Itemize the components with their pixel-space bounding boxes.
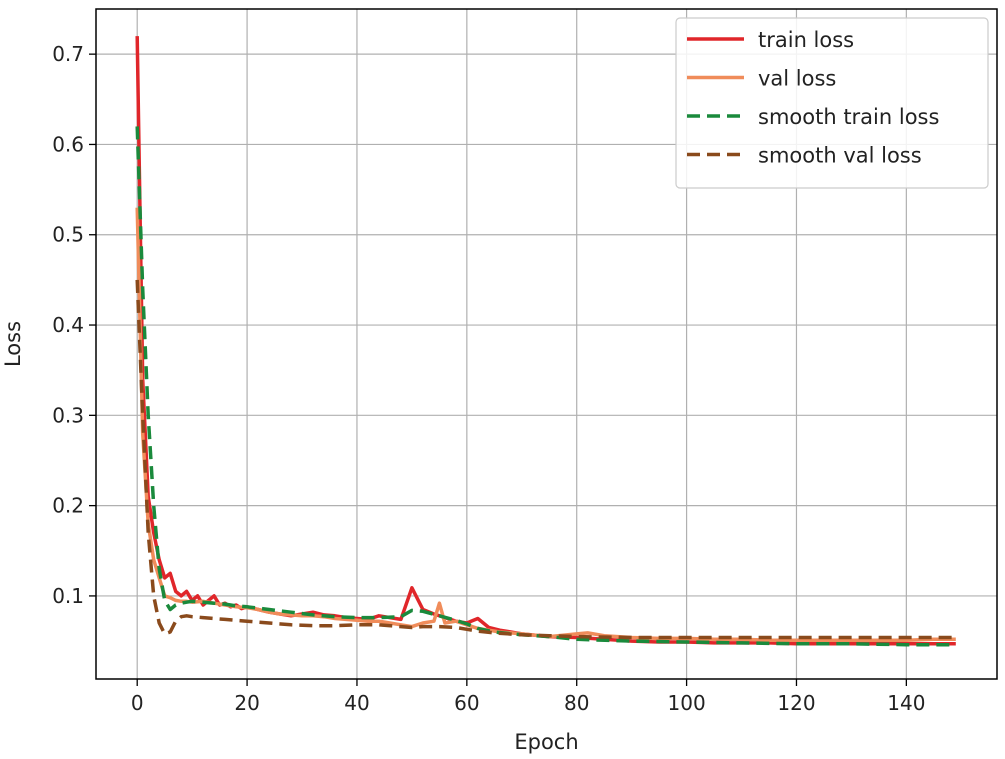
plot-frame: [95, 8, 998, 680]
x-tick-label: 60: [454, 691, 479, 715]
y-tick-label: 0.7: [52, 42, 84, 66]
x-tick-label: 120: [777, 691, 815, 715]
legend: train loss val loss smooth train loss smoot…: [675, 17, 989, 189]
x-axis-ticks: 0 20 40 60 80 100 120 140: [131, 679, 925, 715]
series-lines: [135, 36, 956, 647]
series-line-smooth-train-loss: [135, 126, 956, 647]
legend-box: [675, 17, 989, 189]
y-tick-label: 0.1: [52, 584, 84, 608]
x-tick-label: 100: [668, 691, 706, 715]
legend-label: train loss: [758, 28, 854, 52]
series-line-smooth-val-loss: [135, 279, 956, 640]
y-axis-ticks: 0.1 0.2 0.3 0.4 0.5 0.6 0.7: [52, 42, 96, 608]
x-tick-label: 140: [887, 691, 925, 715]
legend-label: val loss: [758, 67, 836, 91]
y-tick-label: 0.3: [52, 403, 84, 427]
x-tick-label: 80: [564, 691, 589, 715]
x-tick-label: 20: [234, 691, 259, 715]
x-tick-label: 40: [344, 691, 369, 715]
legend-label: smooth train loss: [758, 105, 939, 129]
y-tick-label: 0.4: [52, 313, 84, 337]
x-tick-label: 0: [131, 691, 144, 715]
y-axis-label: Loss: [1, 321, 25, 367]
y-tick-label: 0.5: [52, 223, 84, 247]
x-axis-label: Epoch: [514, 730, 578, 754]
legend-label: smooth val loss: [758, 144, 922, 168]
y-tick-label: 0.2: [52, 494, 84, 518]
y-tick-label: 0.6: [52, 132, 84, 156]
series-line-val-loss: [135, 207, 956, 642]
